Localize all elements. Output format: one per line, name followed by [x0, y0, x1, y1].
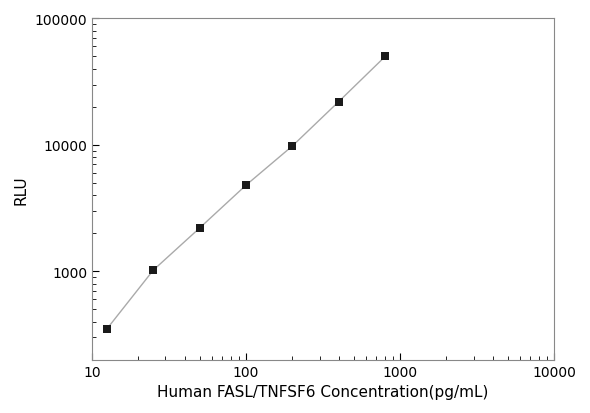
Point [241, 183, 251, 189]
Point [334, 99, 343, 106]
Point [102, 326, 112, 332]
Y-axis label: RLU: RLU [14, 175, 29, 204]
Point [149, 267, 158, 274]
Point [288, 143, 297, 150]
X-axis label: Human FASL/TNFSF6 Concentration(pg/mL): Human FASL/TNFSF6 Concentration(pg/mL) [158, 384, 489, 399]
Point [195, 225, 204, 232]
Point [381, 54, 390, 61]
